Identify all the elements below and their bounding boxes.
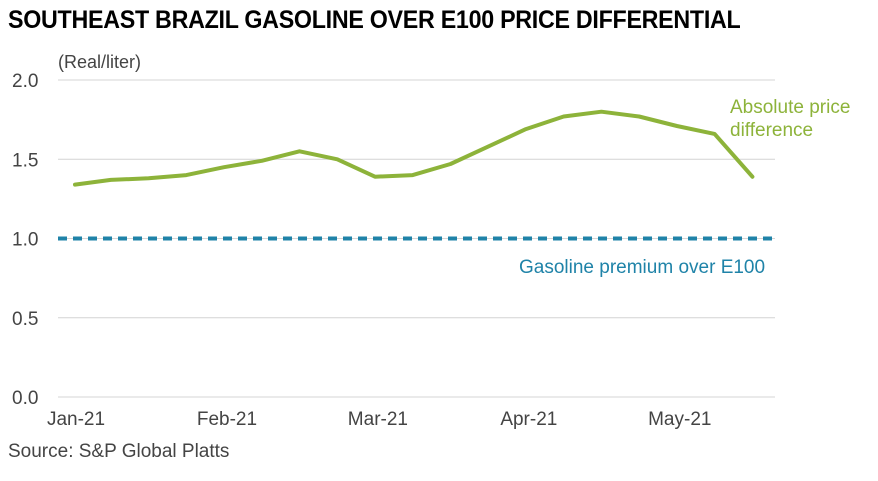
price-difference-line [73,109,755,187]
y-axis-unit-label: (Real/liter) [58,52,141,72]
chart-title: SOUTHEAST BRAZIL GASOLINE OVER E100 PRIC… [8,6,741,34]
x-tick-label: Jan-21 [47,409,105,430]
x-axis-ticks: Jan-21 Feb-21 Mar-21 Apr-21 May-21 [47,409,712,430]
y-tick-label: 0.5 [12,309,38,330]
source-note: Source: S&P Global Platts [8,441,230,462]
x-tick-label: Apr-21 [500,409,557,430]
gridlines [58,79,775,398]
x-tick-label: Feb-21 [197,409,257,430]
y-tick-label: 2.0 [12,71,38,92]
price-difference-label: Absolute price [730,97,850,118]
gasoline-premium-label: Gasoline premium over E100 [519,257,765,278]
y-axis-ticks: 0.0 0.5 1.0 1.5 2.0 [12,71,38,409]
x-tick-label: Mar-21 [348,409,408,430]
series-lines [58,109,775,241]
x-tick-label: May-21 [648,409,711,430]
y-tick-label: 0.0 [12,388,38,409]
price-difference-label: difference [730,120,813,141]
y-tick-label: 1.5 [12,150,38,171]
y-tick-label: 1.0 [12,230,38,251]
